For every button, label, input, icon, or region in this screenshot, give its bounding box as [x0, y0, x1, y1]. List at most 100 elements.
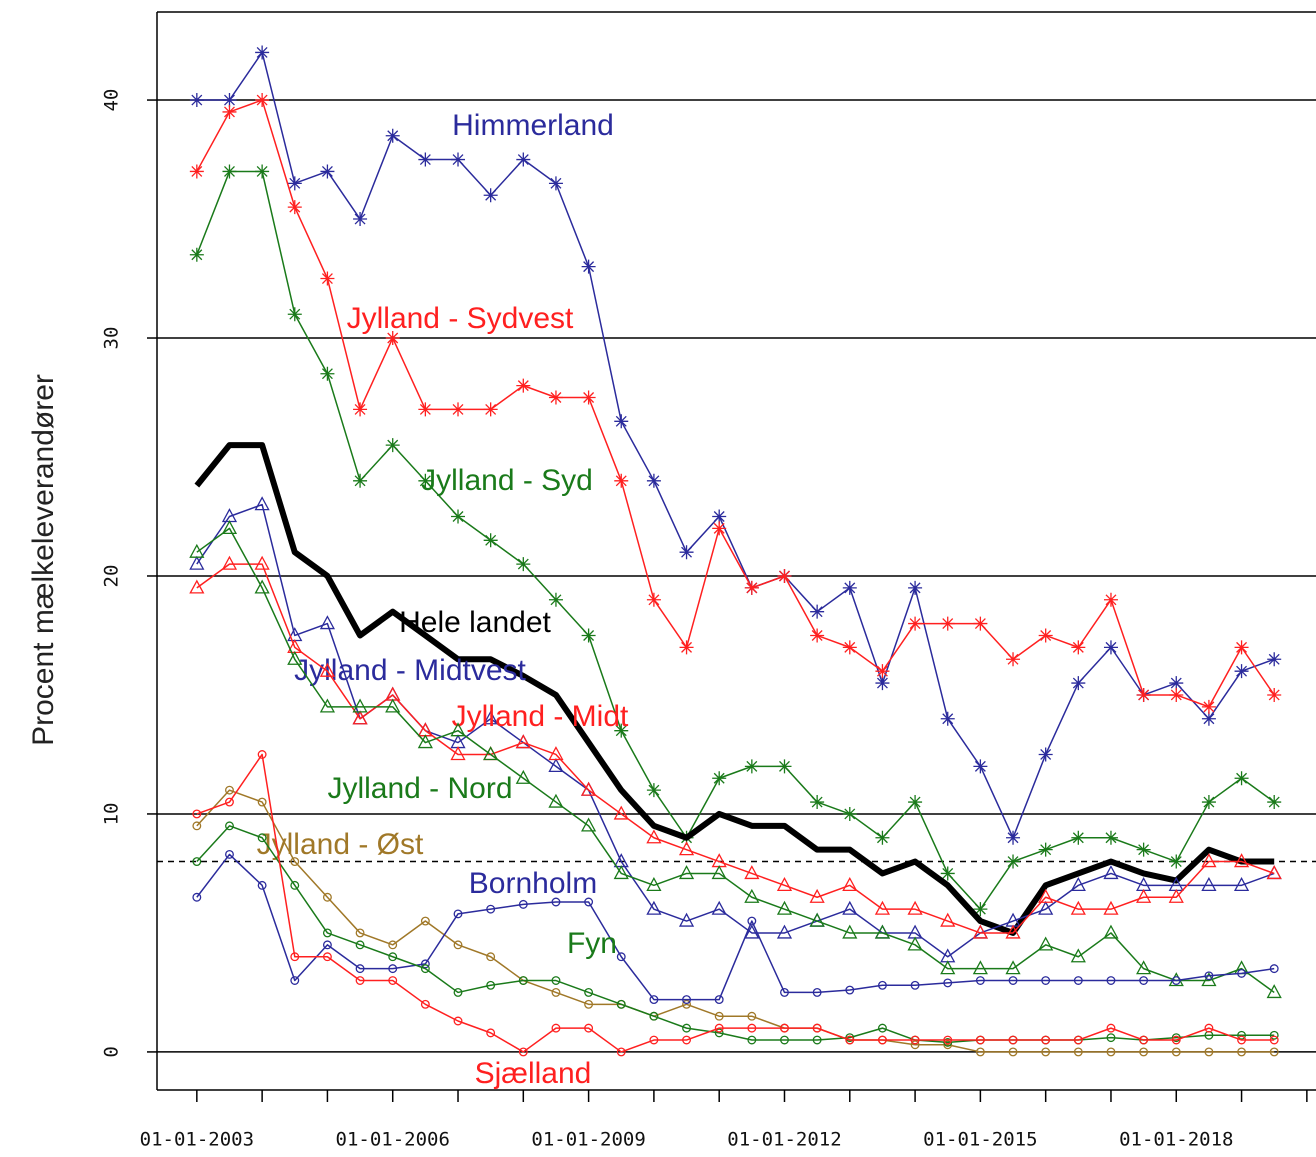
data-point	[453, 987, 463, 997]
data-point	[1041, 976, 1051, 985]
data-point	[192, 821, 202, 831]
series-label: Jylland - Sydvest	[347, 302, 574, 335]
data-point	[322, 952, 332, 962]
data-point	[1038, 900, 1054, 915]
data-point	[744, 924, 760, 939]
data-point	[711, 865, 727, 880]
data-point	[483, 710, 499, 725]
series-label: Jylland - Nord	[327, 772, 512, 805]
data-point	[972, 924, 988, 939]
series-label: Hele landet	[399, 606, 551, 639]
data-point	[1201, 711, 1216, 726]
data-point	[842, 876, 858, 891]
data-point	[875, 830, 890, 845]
data-point	[1269, 1047, 1279, 1057]
data-point	[450, 722, 466, 737]
data-point	[714, 995, 724, 1005]
data-point	[1006, 652, 1021, 667]
data-point	[221, 555, 238, 570]
data-point	[682, 1035, 691, 1045]
data-point	[1204, 1047, 1214, 1057]
data-point	[1008, 1035, 1018, 1045]
series-label: Sjælland	[475, 1057, 592, 1090]
data-point	[1008, 1047, 1018, 1057]
data-point	[322, 928, 332, 938]
data-point	[518, 976, 528, 985]
series	[192, 849, 1279, 1005]
series-label: Jylland - Øst	[257, 828, 424, 861]
data-point	[649, 1035, 659, 1045]
data-point	[877, 980, 887, 990]
data-point	[254, 496, 270, 511]
data-point	[189, 543, 205, 558]
data-point	[388, 964, 398, 974]
x-tick-label: 01-01-2006	[336, 1129, 450, 1151]
series-line	[196, 825, 1275, 1044]
y-tick-label: 20	[101, 565, 123, 588]
x-tick-label: 01-01-2003	[140, 1129, 254, 1151]
series-line	[196, 170, 1275, 910]
data-point	[385, 698, 401, 713]
data-point	[320, 164, 335, 179]
data-point	[453, 1016, 463, 1026]
data-point	[290, 976, 300, 985]
data-point	[486, 1028, 496, 1038]
data-point	[714, 1011, 724, 1021]
data-point	[1139, 976, 1149, 985]
data-point	[418, 402, 433, 417]
data-point	[353, 212, 368, 227]
data-point	[1201, 972, 1217, 987]
data-point	[812, 1023, 822, 1033]
data-point	[1201, 853, 1217, 868]
data-point	[1038, 936, 1054, 951]
data-point	[1233, 876, 1250, 891]
data-point	[1106, 1023, 1116, 1033]
data-point	[319, 698, 336, 713]
data-point	[1169, 854, 1184, 869]
y-tick-label: 10	[101, 803, 123, 826]
series-label: Jylland - Midtvest	[294, 654, 526, 687]
data-point	[810, 795, 825, 810]
series-line	[196, 563, 1275, 934]
data-point	[1136, 960, 1152, 975]
data-point	[518, 899, 528, 909]
data-point	[418, 473, 433, 488]
series-line	[194, 442, 1275, 936]
data-point	[1201, 876, 1217, 891]
data-point	[192, 809, 202, 819]
data-point	[1139, 1035, 1149, 1045]
data-point	[451, 152, 466, 167]
data-point	[908, 616, 923, 631]
data-point	[842, 924, 858, 939]
data-point	[255, 164, 270, 179]
data-point	[515, 734, 531, 749]
data-point	[1237, 968, 1247, 978]
data-point	[254, 555, 270, 570]
y-tick-label: 40	[101, 89, 123, 112]
x-tick-label: 01-01-2009	[531, 1129, 645, 1151]
data-point	[845, 1033, 855, 1043]
data-point	[1103, 924, 1119, 939]
data-point	[581, 390, 596, 405]
data-point	[584, 1023, 594, 1033]
data-point	[516, 152, 531, 167]
data-point	[682, 995, 691, 1005]
data-point	[842, 806, 857, 821]
data-point	[1269, 964, 1279, 974]
data-point	[1171, 1047, 1181, 1057]
data-point	[712, 771, 727, 786]
x-tick-label: 01-01-2012	[727, 1129, 841, 1151]
data-point	[222, 164, 237, 179]
data-point	[1071, 640, 1086, 655]
data-point	[222, 93, 237, 108]
data-point	[352, 698, 368, 713]
data-point	[1237, 1047, 1247, 1057]
data-point	[940, 960, 956, 975]
data-point	[255, 93, 270, 108]
data-point	[581, 817, 597, 832]
data-point	[908, 795, 923, 810]
data-point	[515, 769, 531, 784]
data-point	[943, 1037, 953, 1047]
data-point	[940, 948, 956, 963]
data-point	[940, 711, 955, 726]
